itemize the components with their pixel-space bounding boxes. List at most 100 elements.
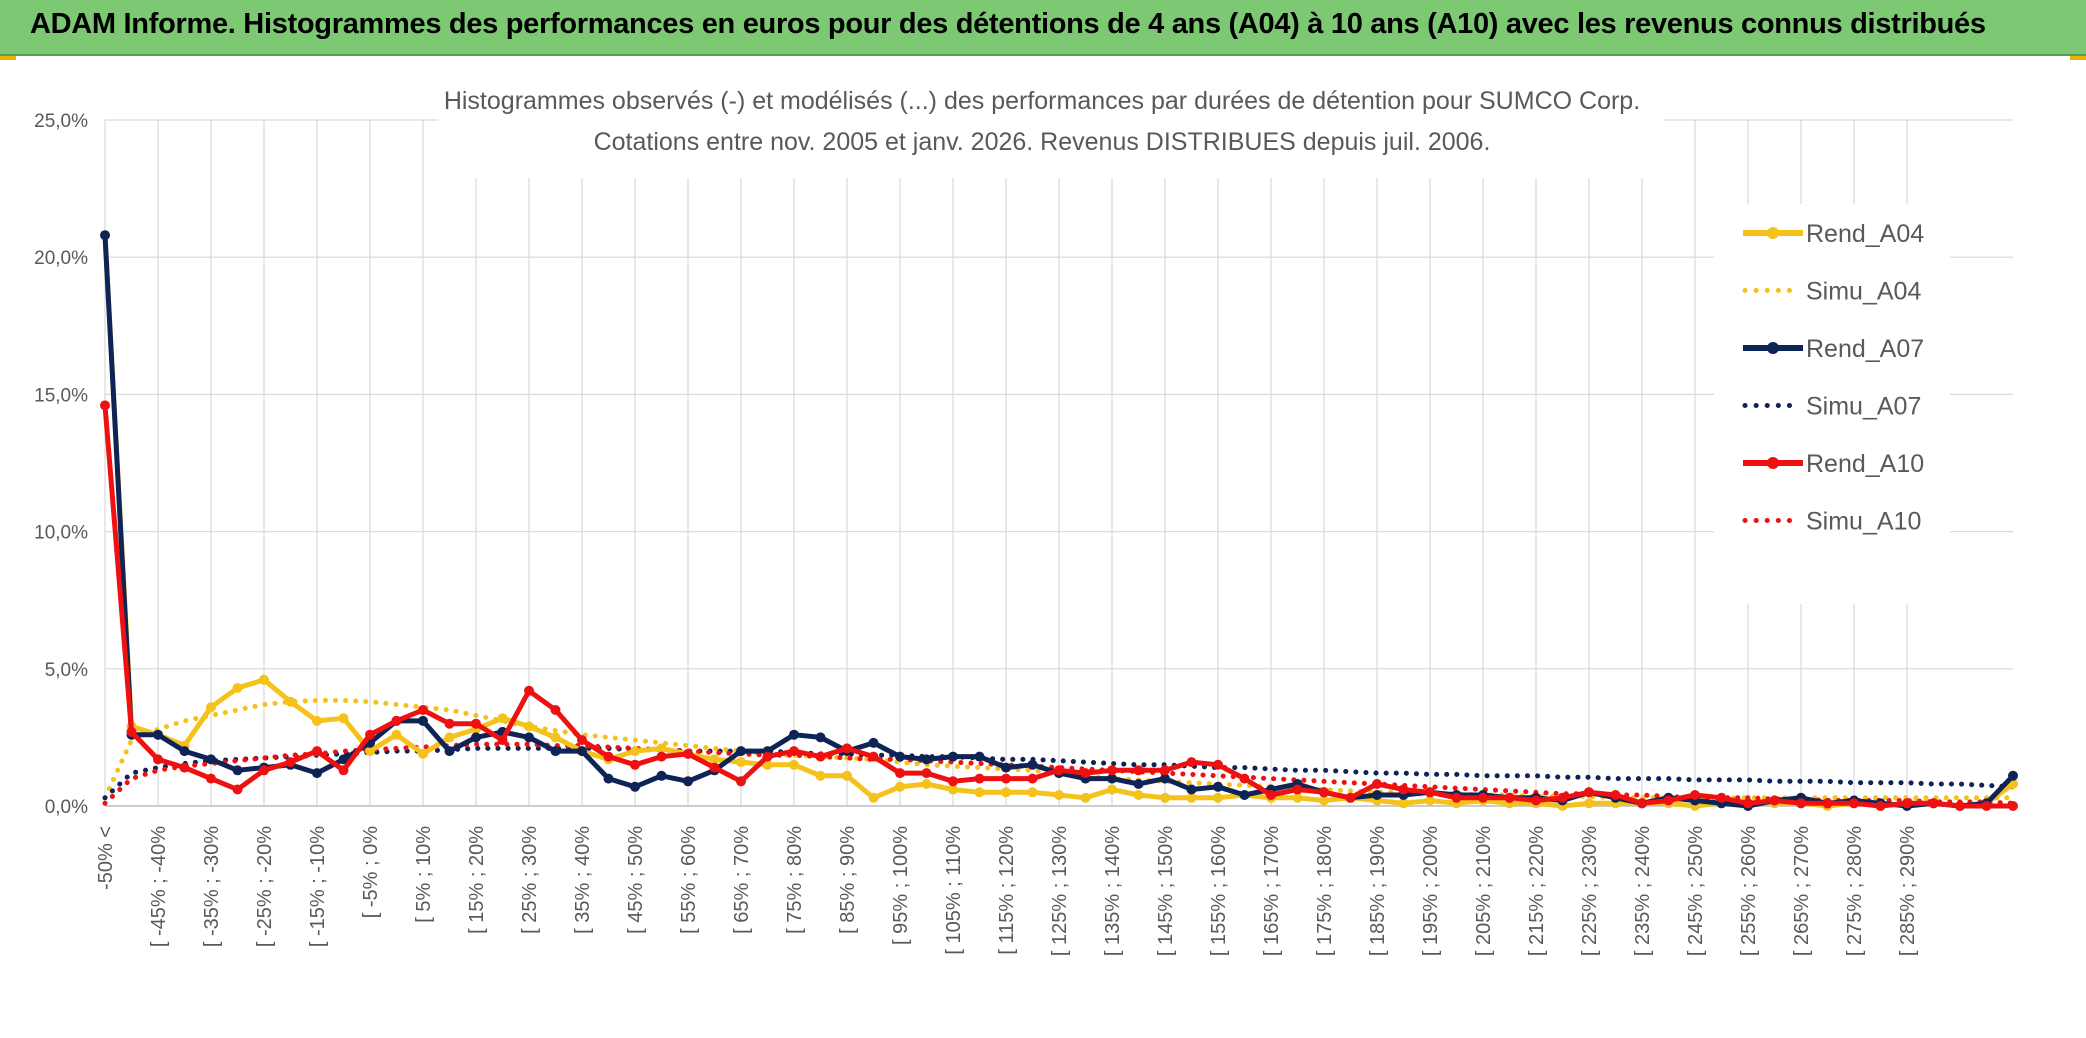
x-tick-label: [ 5% ; 10% (413, 826, 435, 923)
x-tick-label: [ -15% ; -10% (307, 826, 329, 947)
data-point (1027, 787, 1038, 798)
data-point (895, 751, 905, 762)
data-point (444, 746, 455, 757)
legend-item: Simu_A10 (1742, 508, 1921, 536)
data-point (789, 746, 799, 757)
legend-label: Simu_A04 (1806, 278, 1921, 306)
data-point (1319, 787, 1329, 798)
data-point (577, 735, 587, 746)
x-tick-label: [ 175% ; 180% (1314, 826, 1336, 956)
data-point (1239, 790, 1250, 800)
x-tick-label: [ 225% ; 230% (1579, 826, 1601, 956)
legend-marker (1767, 457, 1779, 469)
data-point (365, 729, 375, 740)
corner-accent-left (0, 56, 16, 60)
data-point (338, 754, 349, 765)
data-point (1107, 773, 1117, 784)
legend: Rend_A04 Simu_A04 Rend_A07 Simu_A07 Rend_A10… (1714, 204, 1950, 604)
data-point (789, 759, 799, 770)
data-point (948, 784, 958, 795)
data-point (1160, 773, 1170, 784)
data-point (232, 683, 243, 693)
data-point (1160, 765, 1170, 776)
data-point (391, 729, 402, 740)
data-point (603, 773, 614, 784)
data-point (444, 718, 455, 729)
x-tick-label: [ 15% ; 20% (466, 826, 488, 934)
data-point (1213, 792, 1223, 803)
corner-accent-right (2070, 56, 2086, 60)
legend-item: Simu_A07 (1742, 393, 1921, 421)
chart-area: 0,0% 5,0% 10,0% 15,0% 20,0% 25,0% -50% < [ -45… (0, 58, 2086, 1033)
data-point (285, 696, 296, 707)
data-point (736, 776, 746, 787)
data-point (524, 721, 534, 732)
page-title: ADAM Informe. Histogrammes des performan… (30, 8, 1986, 40)
data-point (312, 715, 322, 726)
data-point (656, 751, 667, 762)
data-point (948, 776, 958, 787)
x-tick-label: [ 275% ; 280% (1844, 826, 1866, 956)
x-tick-label: [ 65% ; 70% (731, 826, 753, 934)
data-point (497, 713, 508, 724)
data-point (1955, 801, 1965, 811)
data-point (1690, 790, 1700, 800)
x-tick-label: [ 25% ; 30% (519, 826, 541, 934)
data-point (1372, 779, 1382, 789)
data-point (842, 770, 852, 781)
data-point (1239, 773, 1250, 784)
data-point (921, 768, 932, 779)
data-point (709, 762, 720, 773)
data-point (603, 751, 614, 762)
data-point (1425, 787, 1435, 798)
data-point (126, 726, 137, 737)
data-point (418, 705, 428, 715)
data-point (312, 768, 322, 779)
data-point (1769, 795, 1780, 806)
data-point (1902, 798, 1912, 809)
data-point (1928, 798, 1939, 809)
data-point (815, 751, 826, 762)
data-point (1080, 768, 1091, 779)
y-axis: 0,0% 5,0% 10,0% 15,0% 20,0% 25,0% (34, 111, 88, 818)
data-point (1557, 792, 1568, 803)
legend-label: Rend_A04 (1806, 220, 1924, 248)
data-point (153, 754, 163, 765)
x-tick-label: [ 165% ; 170% (1261, 826, 1283, 956)
data-point (815, 770, 826, 781)
data-point (471, 732, 481, 743)
data-point (471, 718, 481, 729)
data-point (1133, 779, 1144, 789)
data-point (1663, 795, 1674, 806)
legend-marker (1767, 342, 1779, 354)
data-point (1875, 801, 1886, 811)
data-point (1478, 792, 1488, 803)
x-tick-label: [ 55% ; 60% (678, 826, 700, 934)
x-tick-label: [ 205% ; 210% (1473, 826, 1495, 956)
data-point (1001, 773, 1011, 784)
legend-item: Rend_A10 (1743, 450, 1924, 478)
data-point (1425, 795, 1435, 806)
data-point (1160, 792, 1170, 803)
data-point (1398, 784, 1409, 795)
data-point (895, 781, 905, 792)
x-tick-label: [ 215% ; 220% (1526, 826, 1548, 956)
data-point (709, 754, 720, 765)
data-point (630, 759, 640, 770)
data-point (1133, 765, 1144, 776)
data-point (391, 715, 402, 726)
x-tick-label: [ 145% ; 150% (1155, 826, 1177, 956)
data-point (206, 702, 216, 713)
data-point (683, 776, 693, 787)
data-point (1796, 798, 1806, 809)
data-point (232, 784, 243, 795)
y-tick-label: 15,0% (34, 385, 88, 406)
data-point (100, 230, 110, 241)
data-point (418, 715, 428, 726)
x-tick-label: [ 125% ; 130% (1049, 826, 1071, 956)
data-point (232, 765, 243, 776)
data-point (656, 770, 667, 781)
x-tick-label: [ 265% ; 270% (1791, 826, 1813, 956)
data-point (868, 737, 879, 748)
data-point (1266, 790, 1276, 800)
